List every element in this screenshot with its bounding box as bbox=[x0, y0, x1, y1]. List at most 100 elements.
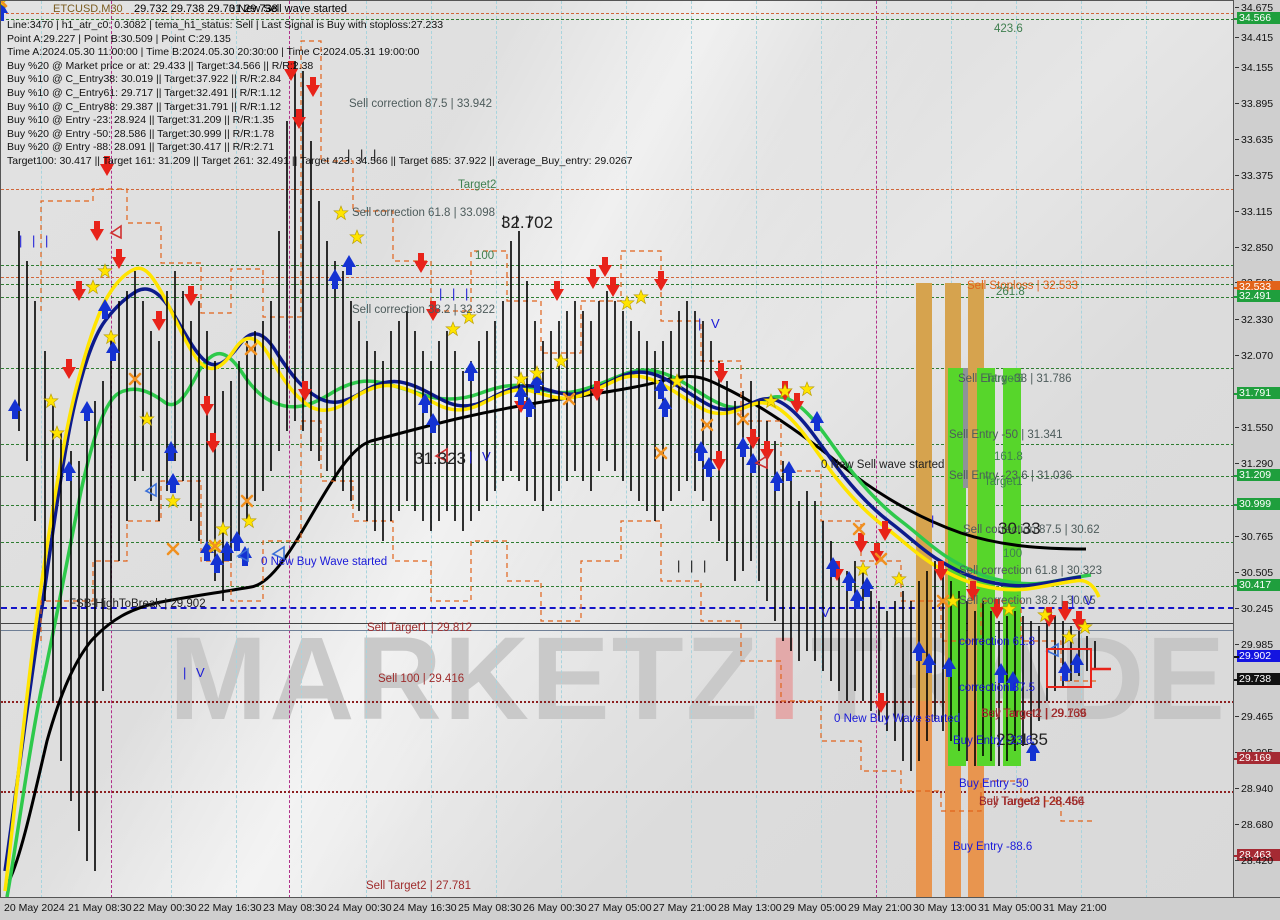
annotation-level-100-mid: 100 bbox=[475, 250, 495, 262]
annotation-sell-corr-382-top: Sell correction 38.2 | 32.322 bbox=[352, 304, 495, 316]
price-scale-axis[interactable]: 34.675 34.566 34.415 34.155 33.895 33.635 33.3… bbox=[1233, 0, 1280, 897]
price-tick: 33.375 bbox=[1234, 170, 1280, 182]
wave-marker-10: | | | bbox=[502, 213, 535, 228]
annotation-level-100-low: 100 bbox=[1003, 548, 1023, 560]
annotation-level-2618: 261.8 bbox=[996, 286, 1025, 298]
info-line-2: Time A:2024.05.30 11:00:00 | Time B:2024… bbox=[7, 46, 420, 59]
annotation-sell-target2-bl: Sell Target2 | 27.781 bbox=[366, 880, 472, 892]
annotation-buy-entry-886: Buy Entry -88.6 bbox=[953, 841, 1033, 853]
price-level-marker bbox=[1234, 287, 1239, 289]
annotation-level-4236: 423.6 bbox=[994, 23, 1023, 35]
annotation-target1: Target1 bbox=[984, 476, 1023, 488]
price-tick: 30.245 bbox=[1234, 603, 1280, 615]
info-line-5: Buy %10 @ C_Entry61: 29.717 || Target:32… bbox=[7, 86, 282, 99]
level-line-sell-target1 bbox=[1, 630, 1234, 631]
level-line-30999 bbox=[1, 505, 1234, 506]
annotation-level-3033: 30.33 bbox=[998, 519, 1041, 538]
vertical-gridline bbox=[1081, 1, 1082, 898]
price-level-marker bbox=[1234, 296, 1239, 298]
annotation-target2: Target2 bbox=[458, 179, 497, 191]
level-line-31786 bbox=[1, 368, 1234, 369]
chart-plot-area[interactable]: MARKETZ I TRADE bbox=[0, 0, 1234, 898]
price-tick: 33.635 bbox=[1234, 134, 1280, 146]
price-tick: 32.330 bbox=[1234, 314, 1280, 326]
vertical-gridline bbox=[1146, 1, 1147, 898]
wave-marker-8: | V bbox=[1071, 593, 1096, 608]
time-tick-label: 24 May 16:30 bbox=[393, 902, 457, 914]
wave-marker-7: | bbox=[931, 513, 938, 528]
time-tick-label: 30 May 13:00 bbox=[913, 902, 977, 914]
price-tick: 32.850 bbox=[1234, 242, 1280, 254]
level-line-1618 bbox=[1, 444, 1234, 445]
time-tick-label: 22 May 16:30 bbox=[198, 902, 262, 914]
time-tick-label: 22 May 00:30 bbox=[133, 902, 197, 914]
wave-marker-6: V bbox=[821, 605, 833, 620]
yellow-fast-line bbox=[3, 266, 1101, 892]
price-level-marker bbox=[1234, 656, 1239, 658]
level-line-aux2 bbox=[1, 623, 1234, 624]
time-tick-label: 24 May 00:30 bbox=[328, 902, 392, 914]
level-line-sell-target3 bbox=[1, 791, 1234, 793]
wave-marker-1: | | | bbox=[439, 286, 472, 301]
price-level-label-green: 30.999 bbox=[1237, 498, 1280, 510]
price-level-label-red: 28.463 bbox=[1237, 849, 1280, 861]
price-tick: 34.155 bbox=[1234, 62, 1280, 74]
price-tick: 28.680 bbox=[1234, 819, 1280, 831]
price-tick: 34.415 bbox=[1234, 32, 1280, 44]
info-line-1: Point A:29.227 | Point B:30.509 | Point … bbox=[7, 32, 231, 45]
annotation-target3: Target3 bbox=[985, 373, 1024, 385]
wave-marker-3: | V bbox=[183, 665, 208, 680]
time-scale-axis[interactable]: 20 May 2024 21 May 08:30 22 May 00:30 22 Ma… bbox=[0, 897, 1280, 920]
price-level-label-green: 32.491 bbox=[1237, 290, 1280, 302]
price-tick: 30.765 bbox=[1234, 531, 1280, 543]
watermark-divider: I bbox=[767, 613, 803, 745]
price-level-marker bbox=[1234, 585, 1239, 587]
time-tick-label: 29 May 21:00 bbox=[848, 902, 912, 914]
vertical-gridline bbox=[756, 1, 757, 898]
vertical-gridline bbox=[821, 1, 822, 898]
time-tick-label: 31 May 21:00 bbox=[1043, 902, 1107, 914]
time-tick-label: 20 May 2024 bbox=[4, 902, 65, 914]
annotation-fsb-hightobreak: FSB-HighToBreak | 29.902 bbox=[69, 598, 206, 610]
level-line-aux bbox=[1, 265, 1234, 266]
price-level-marker bbox=[1234, 393, 1239, 395]
price-level-marker bbox=[1234, 758, 1239, 760]
ohlc-values: 29.732 29.738 29.731 29.738 bbox=[134, 3, 278, 15]
symbol-timeframe-label: ETCUSD,M30 bbox=[53, 3, 123, 15]
info-line-9: Buy %20 @ Entry -88: 28.091 || Target:30… bbox=[7, 141, 275, 154]
level-line-34566 bbox=[1, 19, 1234, 20]
price-tick: 29.465 bbox=[1234, 711, 1280, 723]
vertical-gridline bbox=[691, 1, 692, 898]
time-tick-label: 31 May 05:00 bbox=[978, 902, 1042, 914]
annotation-new-buy-wave-left: 0 New Buy Wave started bbox=[261, 556, 388, 568]
price-level-label-green: 31.209 bbox=[1237, 469, 1280, 481]
price-tick: 28.940 bbox=[1234, 783, 1280, 795]
price-tick: 33.115 bbox=[1234, 206, 1280, 218]
price-level-label-blue: 29.902 bbox=[1237, 650, 1280, 662]
price-tick: 31.550 bbox=[1234, 422, 1280, 434]
price-level-label-green: 31.791 bbox=[1237, 387, 1280, 399]
annotation-buy-target1-r: Buy Target1 | 29.736 bbox=[981, 708, 1087, 720]
wave-marker-2: | V bbox=[469, 449, 494, 464]
info-line-7: Buy %10 @ Entry -23: 28.924 || Target:31… bbox=[7, 114, 275, 127]
annotation-buy-entry-50: Buy Entry -50 bbox=[959, 778, 1029, 790]
info-line-6: Buy %10 @ C_Entry88: 29.387 || Target:31… bbox=[7, 100, 282, 113]
band-salmon-1 bbox=[916, 701, 932, 898]
annotation-level-1618: 161.8 bbox=[994, 451, 1023, 463]
vertical-gridline bbox=[886, 1, 887, 898]
info-line-3: Buy %20 @ Market price or at: 29.433 || … bbox=[7, 59, 314, 72]
level-line-32491 bbox=[1, 297, 1234, 298]
annotation-new-sell-wave-mid: 0 New Sell wave started bbox=[821, 459, 945, 471]
time-tick-label: 26 May 00:30 bbox=[523, 902, 587, 914]
wave-status-label: 0 New Sell wave started bbox=[229, 3, 347, 15]
annotation-sell-corr-618-top: Sell correction 61.8 | 33.098 bbox=[352, 207, 495, 219]
annotation-level-31323: 31.323 bbox=[414, 449, 466, 468]
price-tick: 30.505 bbox=[1234, 567, 1280, 579]
annotation-sell-target1: Sell Target1 | 29.812 bbox=[367, 622, 473, 634]
wave-marker-4: | V bbox=[698, 316, 723, 331]
time-tick-label: 21 May 08:30 bbox=[68, 902, 132, 914]
price-tick: 33.895 bbox=[1234, 98, 1280, 110]
annotation-correction-618: correction 61.8 bbox=[959, 636, 1036, 648]
price-level-marker bbox=[1234, 475, 1239, 477]
